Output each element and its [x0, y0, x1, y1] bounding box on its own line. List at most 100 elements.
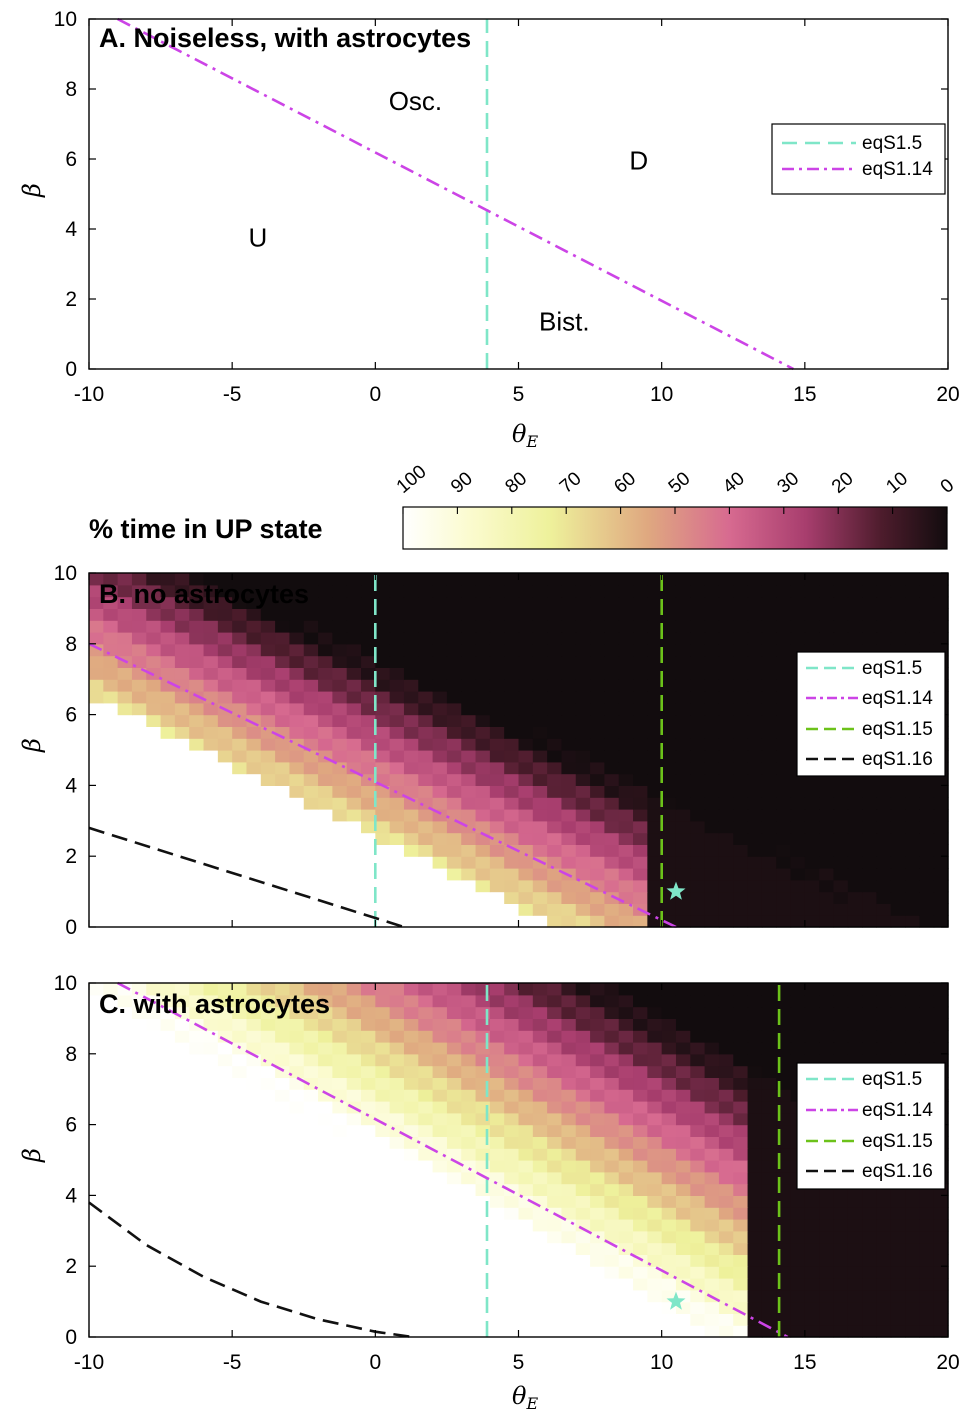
heatmap-cell — [103, 1077, 119, 1090]
heatmap-cell — [919, 584, 935, 598]
heatmap-cell — [260, 856, 276, 869]
heatmap-cell — [189, 679, 205, 692]
heatmap-cell — [675, 655, 691, 668]
heatmap-cell — [289, 844, 305, 857]
heatmap-cell — [733, 1053, 749, 1067]
heatmap-cell — [432, 868, 448, 881]
heatmap-cell — [747, 1030, 763, 1043]
heatmap-cell — [919, 1266, 935, 1279]
heatmap-cell — [418, 655, 434, 668]
heatmap-cell — [761, 738, 777, 751]
heatmap-cell — [389, 655, 405, 668]
heatmap-cell — [718, 1101, 734, 1114]
heatmap-cell — [733, 1065, 749, 1078]
heatmap-cell — [318, 738, 333, 751]
heatmap-cell — [561, 844, 577, 857]
y-tick-label: 10 — [54, 562, 77, 585]
heatmap-cell — [647, 856, 663, 869]
heatmap-cell — [905, 1230, 920, 1244]
heatmap-cell — [403, 915, 419, 928]
heatmap-cell — [461, 738, 477, 751]
heatmap-cell — [403, 773, 419, 786]
heatmap-cell — [346, 915, 362, 928]
heatmap-cell — [847, 994, 863, 1008]
heatmap-cell — [761, 1053, 777, 1067]
y-tick-label: 0 — [65, 916, 77, 939]
heatmap-cell — [232, 1112, 248, 1126]
heatmap-cell — [403, 1124, 419, 1137]
heatmap-cell — [761, 1254, 777, 1267]
heatmap-cell — [575, 785, 591, 798]
heatmap-cell — [647, 714, 663, 727]
heatmap-cell — [747, 868, 763, 881]
heatmap-cell — [246, 738, 262, 751]
heatmap-cell — [89, 915, 104, 928]
heatmap-cell — [332, 655, 348, 668]
heatmap-cell — [189, 702, 205, 716]
heatmap-cell — [131, 1065, 147, 1078]
heatmap-cell — [89, 983, 104, 996]
legend-label-eqs1-16: eqS1.16 — [862, 1161, 933, 1182]
heatmap-cell — [303, 1018, 319, 1031]
heatmap-cell — [590, 714, 605, 727]
heatmap-cell — [332, 903, 348, 916]
heatmap-cell — [361, 573, 376, 586]
heatmap-cell — [146, 1030, 162, 1043]
heatmap-cell — [504, 1018, 520, 1031]
heatmap-cell — [389, 773, 405, 786]
heatmap-cell — [403, 1065, 419, 1078]
heatmap-cell — [690, 844, 706, 857]
heatmap-cell — [117, 573, 133, 586]
heatmap-cell — [933, 596, 949, 609]
heatmap-cell — [346, 1136, 362, 1149]
heatmap-cell — [575, 1053, 591, 1067]
heatmap-cell — [919, 573, 935, 586]
heatmap-cell — [318, 691, 333, 704]
heatmap-cell — [561, 1278, 577, 1291]
heatmap-cell — [432, 915, 448, 928]
heatmap-cell — [174, 891, 190, 904]
heatmap-cell — [618, 1112, 634, 1126]
heatmap-cell — [690, 1053, 706, 1067]
heatmap-cell — [504, 785, 520, 798]
heatmap-cell — [733, 655, 749, 668]
heatmap-cell — [332, 844, 348, 857]
heatmap-cell — [876, 620, 892, 633]
heatmap-cell — [690, 750, 706, 763]
heatmap-cell — [461, 785, 477, 798]
panel-b-ylabel: β — [18, 738, 46, 753]
heatmap-cell — [547, 1089, 563, 1102]
heatmap-cell — [89, 1112, 104, 1126]
heatmap-cell — [203, 1065, 219, 1078]
heatmap-cell — [217, 903, 233, 916]
heatmap-cell — [432, 761, 448, 775]
heatmap-cell — [761, 797, 777, 810]
heatmap-cell — [819, 797, 835, 810]
heatmap-cell — [690, 1171, 706, 1185]
heatmap-cell — [790, 809, 806, 822]
heatmap-cell — [790, 1254, 806, 1267]
heatmap-cell — [117, 1089, 133, 1102]
heatmap-cell — [847, 1030, 863, 1043]
heatmap-cell — [332, 738, 348, 751]
heatmap-cell — [575, 856, 591, 869]
heatmap-cell — [876, 903, 892, 916]
heatmap-cell — [733, 632, 749, 645]
heatmap-cell — [160, 1230, 176, 1244]
heatmap-cell — [819, 844, 835, 857]
heatmap-cell — [604, 832, 620, 845]
heatmap-cell — [318, 1042, 333, 1055]
heatmap-cell — [761, 679, 777, 692]
heatmap-cell — [189, 879, 205, 893]
heatmap-cell — [733, 820, 749, 834]
heatmap-cell — [289, 1171, 305, 1185]
heatmap-cell — [504, 1160, 520, 1173]
heatmap-cell — [275, 1101, 291, 1114]
heatmap-cell — [232, 643, 248, 657]
heatmap-cell — [933, 620, 949, 633]
heatmap-cell — [361, 1030, 376, 1043]
heatmap-cell — [189, 903, 205, 916]
heatmap-cell — [761, 915, 777, 928]
heatmap-cell — [375, 844, 391, 857]
heatmap-cell — [146, 632, 162, 645]
